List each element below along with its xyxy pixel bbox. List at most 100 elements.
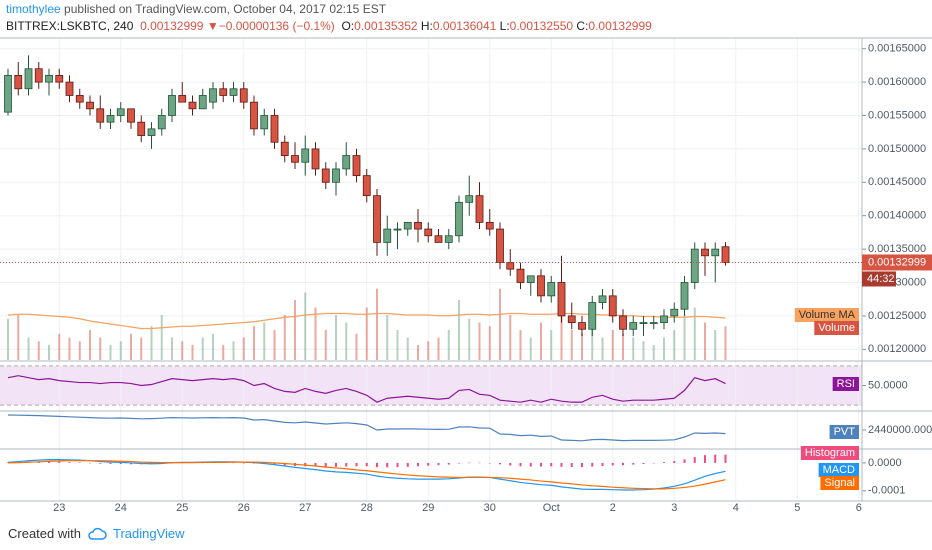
candle-body [321,168,330,183]
candle-body [301,148,310,163]
candle-body [424,228,433,237]
histogram-bar [109,462,112,465]
volume-bar [345,322,348,360]
signal-line [7,460,726,490]
x-tick-label: 29 [422,502,434,514]
histogram-bar [540,462,542,467]
volume-bar [78,341,81,360]
candle-body [250,101,258,130]
histogram-bar [273,462,276,465]
histogram-bar [714,454,717,463]
legend-label: PVT [834,426,856,438]
x-tick-label: 5 [794,502,800,514]
candle-body [45,75,53,83]
candle-body [547,282,556,297]
histogram-bar [468,462,471,464]
volume-bar [611,330,614,360]
candle-body [14,75,23,90]
arrow: ▼ [206,19,219,33]
candle-body [608,295,617,317]
candle-body [680,282,689,310]
volume-bar [191,345,194,360]
candle-body [475,195,484,223]
countdown-box [862,271,896,287]
candle-body [455,201,463,237]
histogram-bar [417,462,419,467]
volume-bar [663,337,665,360]
x-tick-label: 25 [176,502,188,514]
candle-body [65,81,74,96]
candle-body [619,315,627,330]
histogram-bar [324,462,327,467]
candle-body [106,115,115,123]
candle-body [96,108,105,123]
legend-box [832,377,859,391]
footer: Created with TradingView [8,526,185,541]
volume-bar [150,326,153,360]
legend-box [800,446,859,460]
volume-bar [89,330,91,360]
candle-body [311,148,320,170]
y-tick-label: 0.0000 [868,457,902,469]
volume-bar [488,326,491,360]
countdown: 44:32 [867,273,895,285]
candle-body [4,75,12,113]
legend-box [794,308,859,322]
candle-body [383,228,392,243]
volume-bar [540,322,542,360]
histogram-bar [499,462,501,465]
histogram-bar [519,462,522,467]
volume-bar [560,292,563,360]
volume-bar [283,315,286,360]
x-tick-label: 30 [484,502,496,514]
candle-body [75,95,84,103]
histogram-bar [119,462,122,465]
volume-bar [7,318,9,360]
volume-bar [324,330,327,360]
pvt-line [7,414,726,442]
histogram-bar [652,462,655,464]
volume-bar [570,330,573,360]
candle-body [649,322,658,324]
x-tick-label: 27 [299,502,311,514]
candle-body [598,295,607,303]
histogram-bar [232,462,235,464]
rsi-line [7,375,726,403]
candle-body [567,315,576,323]
volume-bar [529,337,532,360]
volume-bar [724,326,727,360]
volume-bar [27,337,30,360]
candle-body [434,235,443,243]
brand[interactable]: TradingView [112,526,185,541]
legend-box [814,321,859,335]
histogram-bar [632,462,635,465]
volume-bar [99,337,102,360]
x-tick-label: Oct [543,502,560,514]
author[interactable]: timothylee [6,2,61,16]
x-tick-label: 24 [115,502,127,514]
legend-label: Volume MA [799,309,856,321]
l-value: 0.00132550 [509,19,574,33]
volume-bar [130,333,132,360]
histogram-bar [529,462,532,467]
candle-body [403,221,412,230]
chart: 23 24 25 26 27 28 29 30 Oct 2 3 4 5 60.001200000.0012… [0,37,932,514]
macd-line [7,458,726,491]
c-value: 0.00132999 [588,19,652,33]
volume-bar [642,341,645,360]
o-value: 0.00135352 [354,19,418,33]
h-value: 0.00136041 [432,19,497,33]
y-tick-label: 0.00140000 [868,210,926,222]
legend-box [829,425,859,439]
volume-bar [294,300,296,360]
x-tick-label: 2 [610,502,616,514]
candle-body [393,228,402,231]
candle-body [588,302,597,330]
volume-bar [68,337,71,360]
candle-body [660,315,668,323]
histogram-bar [376,462,378,468]
change: −0.00000136 (−0.1%) [218,19,335,33]
y-tick-label: 50.0000 [868,379,908,391]
histogram-bar [314,462,317,467]
volume-bar [458,300,460,360]
